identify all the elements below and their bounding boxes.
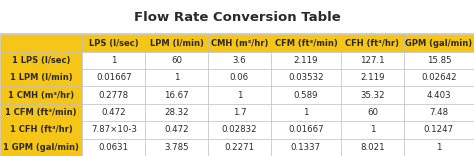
Text: Flow Rate Conversion Table: Flow Rate Conversion Table — [134, 11, 340, 24]
